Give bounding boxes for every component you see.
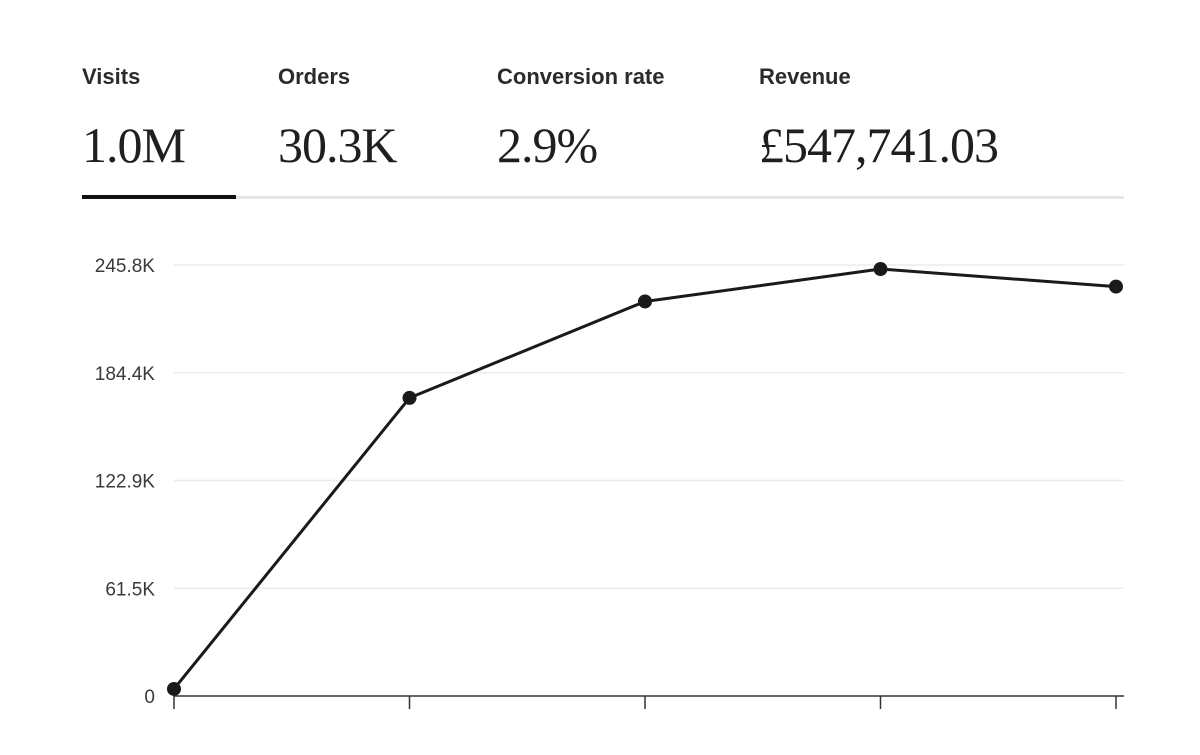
y-tick-label: 0 bbox=[144, 687, 155, 708]
tab-orders[interactable]: Orders 30.3K bbox=[278, 62, 478, 197]
tab-visits[interactable]: Visits 1.0M bbox=[82, 62, 236, 197]
data-point bbox=[1109, 279, 1123, 294]
y-tick-label: 245.8K bbox=[95, 256, 156, 277]
y-tick-label: 122.9K bbox=[95, 472, 156, 493]
grid-lines bbox=[174, 264, 1124, 589]
series-line bbox=[172, 267, 1117, 690]
series-line-layer bbox=[172, 267, 1117, 690]
series-points bbox=[167, 262, 1123, 696]
visits-value: 1.0M bbox=[82, 117, 186, 173]
y-axis-ticks: 0 61.5K 122.9K 184.4K 245.8K bbox=[95, 256, 156, 708]
x-axis bbox=[173, 695, 1124, 709]
data-point bbox=[873, 262, 888, 277]
revenue-label: Revenue bbox=[759, 64, 851, 89]
conversion-rate-label: Conversion rate bbox=[497, 64, 665, 89]
revenue-value: £547,741.03 bbox=[759, 117, 999, 173]
data-point bbox=[167, 681, 181, 696]
tabs-divider bbox=[82, 196, 1124, 199]
y-tick-label: 184.4K bbox=[95, 364, 156, 385]
y-tick-label: 61.5K bbox=[105, 579, 155, 600]
orders-label: Orders bbox=[278, 64, 351, 89]
data-point bbox=[638, 294, 652, 309]
data-point bbox=[402, 390, 417, 405]
tab-revenue[interactable]: Revenue £547,741.03 bbox=[759, 62, 1099, 197]
visits-label: Visits bbox=[82, 64, 141, 89]
orders-value: 30.3K bbox=[278, 117, 398, 173]
active-tab-indicator bbox=[82, 195, 236, 199]
tab-conversion-rate[interactable]: Conversion rate 2.9% bbox=[497, 62, 737, 197]
conversion-rate-value: 2.9% bbox=[497, 117, 598, 173]
visits-line-chart: 0 61.5K 122.9K 184.4K 245.8K bbox=[95, 256, 1124, 709]
metrics-tabs: Visits 1.0M Orders 30.3K Conversion rate… bbox=[82, 62, 1124, 200]
